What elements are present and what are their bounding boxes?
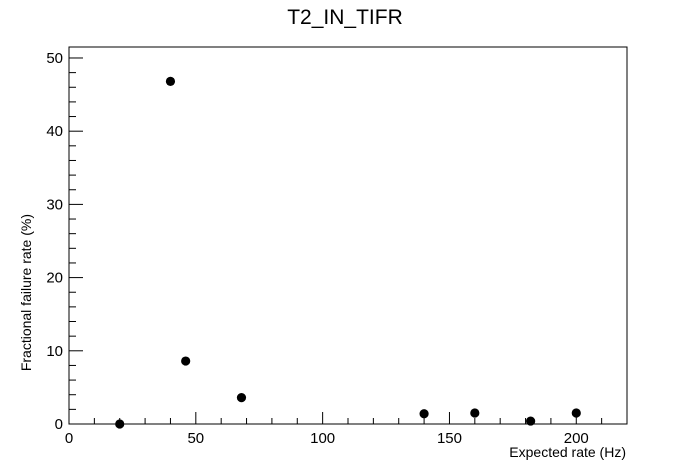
x-tick-label: 200 <box>564 430 589 447</box>
data-points <box>115 76 581 429</box>
data-point <box>181 356 191 366</box>
data-point <box>115 419 125 429</box>
x-axis: 0 50 100 150 200 <box>65 412 628 447</box>
y-tick-label: 40 <box>46 123 63 140</box>
data-point <box>526 416 536 426</box>
chart-title: T2_IN_TIFR <box>287 6 403 29</box>
data-point <box>419 409 429 419</box>
y-tick-label: 10 <box>46 343 63 360</box>
y-axis-title: Fractional failure rate (%) <box>18 214 34 371</box>
y-tick-label: 50 <box>46 50 63 67</box>
data-point <box>571 408 581 418</box>
x-tick-label: 150 <box>437 430 462 447</box>
y-tick-label: 30 <box>46 196 63 213</box>
y-tick-label: 20 <box>46 270 63 287</box>
data-point <box>165 76 176 87</box>
y-axis: 0 10 20 30 40 50 <box>46 50 83 433</box>
x-tick-label: 50 <box>187 430 204 447</box>
x-tick-label: 100 <box>310 430 335 447</box>
x-axis-title: Expected rate (Hz) <box>509 444 626 460</box>
data-point <box>470 408 480 418</box>
x-tick-label: 0 <box>65 430 73 447</box>
y-tick-label: 0 <box>55 416 63 433</box>
data-point <box>236 393 247 403</box>
